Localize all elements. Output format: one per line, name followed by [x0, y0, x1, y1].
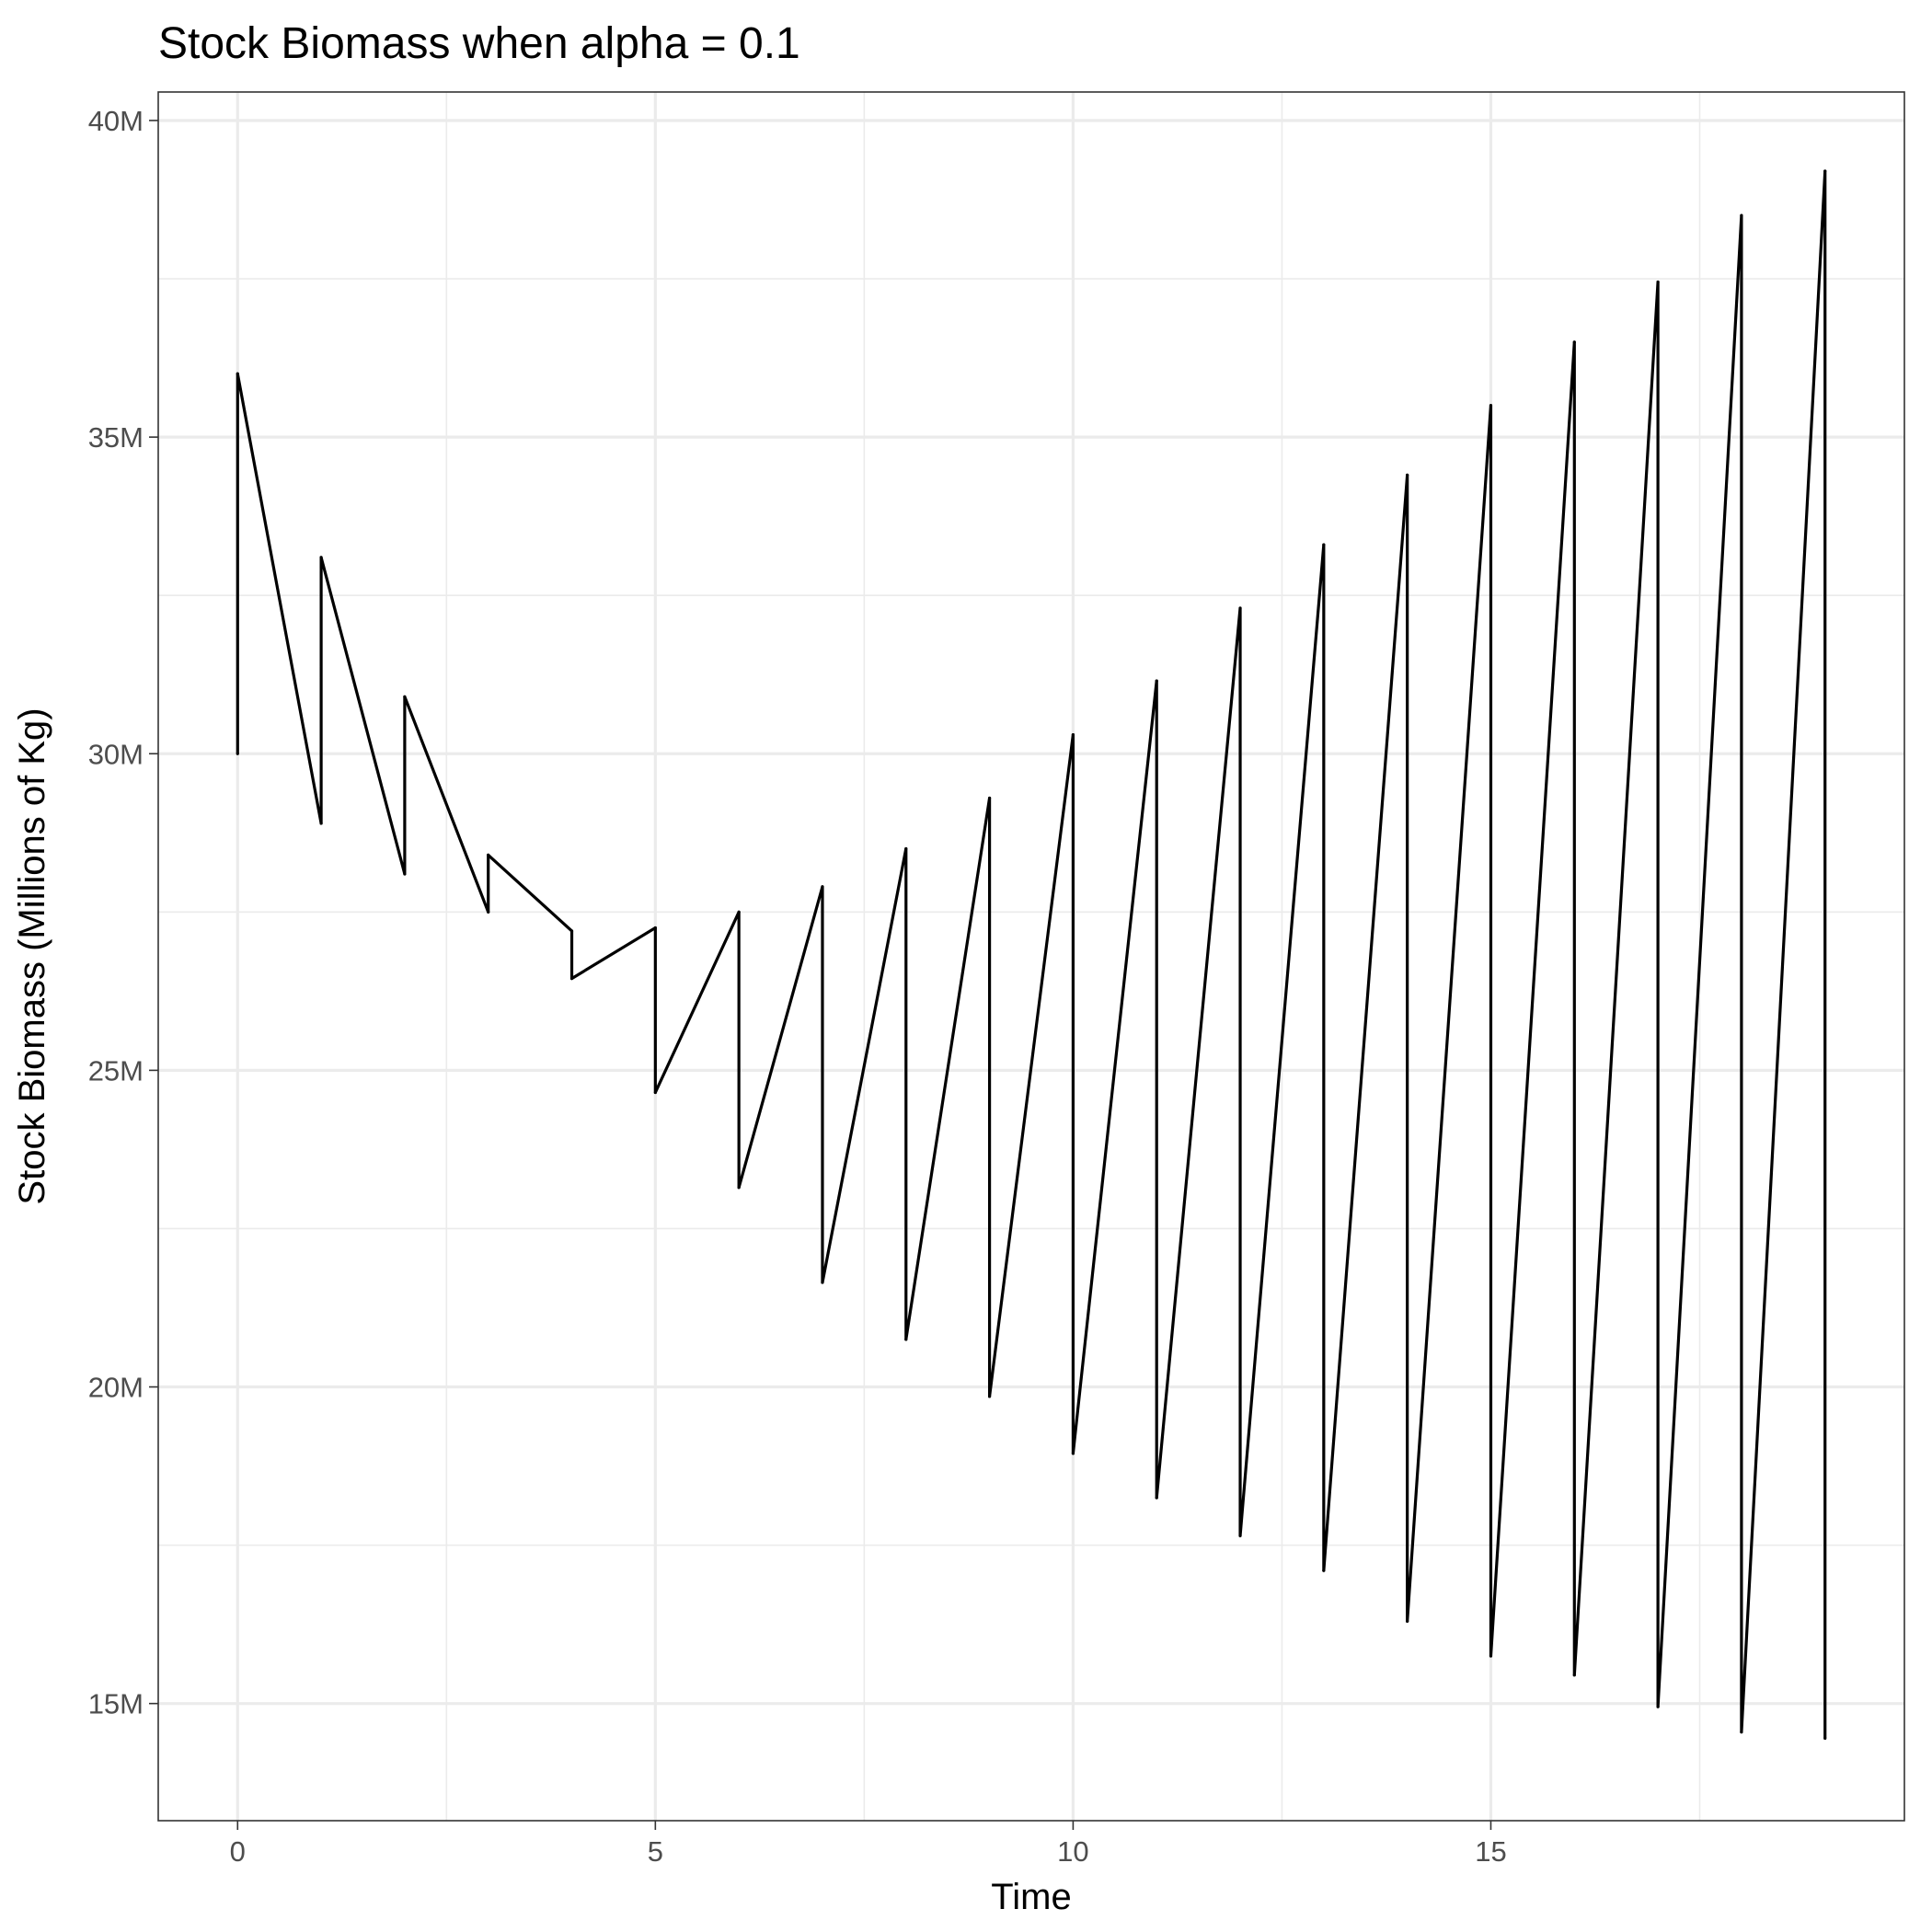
data-point — [1823, 1736, 1827, 1741]
data-point — [1489, 404, 1493, 408]
data-point — [821, 885, 824, 889]
data-point — [904, 846, 908, 851]
data-point — [569, 976, 574, 981]
data-point — [653, 926, 657, 930]
data-point — [1071, 733, 1075, 737]
data-point — [1071, 1452, 1075, 1455]
y-axis-title: Stock Biomass (Millions of Kg) — [12, 707, 52, 1204]
data-point — [236, 372, 239, 375]
data-point — [1155, 1496, 1158, 1500]
data-point — [1238, 1534, 1242, 1537]
data-point — [1322, 543, 1326, 546]
data-point — [1740, 213, 1743, 217]
data-point — [904, 1338, 908, 1341]
x-tick-label: 0 — [230, 1835, 246, 1868]
data-point — [319, 556, 323, 559]
data-point — [821, 1281, 824, 1284]
data-point — [319, 822, 323, 825]
data-point — [1322, 1569, 1326, 1572]
data-point — [653, 1090, 657, 1095]
data-point — [1656, 1705, 1660, 1708]
y-tick-label: 35M — [88, 421, 144, 454]
data-point — [1406, 473, 1409, 477]
data-point — [737, 1186, 741, 1190]
data-point — [1406, 1619, 1409, 1623]
chart-title: Stock Biomass when alpha = 0.1 — [158, 19, 800, 68]
y-tick-label: 40M — [88, 105, 144, 137]
series-line — [236, 169, 1827, 1739]
data-point — [1740, 1731, 1743, 1734]
data-point — [737, 910, 741, 914]
data-point — [487, 853, 490, 857]
x-tick-label: 5 — [648, 1835, 663, 1868]
data-point — [1572, 1673, 1576, 1677]
y-tick-label: 15M — [88, 1688, 144, 1720]
data-point — [403, 695, 407, 698]
y-tick-label: 20M — [88, 1372, 144, 1404]
y-tick-label: 30M — [88, 738, 144, 770]
data-point — [403, 872, 407, 876]
data-point — [987, 1395, 992, 1398]
plot-panel-border — [157, 91, 1905, 1822]
y-tick-label: 25M — [88, 1054, 144, 1087]
data-point — [1238, 606, 1242, 610]
series-layer — [236, 169, 1827, 1741]
data-point — [569, 929, 574, 933]
data-point — [1155, 679, 1158, 683]
data-point — [236, 752, 239, 755]
data-point — [1656, 280, 1660, 284]
x-tick-label: 10 — [1057, 1835, 1088, 1868]
data-point — [1489, 1654, 1493, 1658]
data-point — [1572, 340, 1576, 344]
data-point — [1823, 169, 1827, 173]
data-point — [487, 910, 490, 914]
data-point — [987, 796, 992, 800]
x-tick-label: 15 — [1475, 1835, 1506, 1868]
axis-ticks: 0 5 10 15 15M 20M 25M 30M 35M 40M — [88, 105, 1507, 1868]
x-axis-title: Time — [991, 1877, 1071, 1917]
